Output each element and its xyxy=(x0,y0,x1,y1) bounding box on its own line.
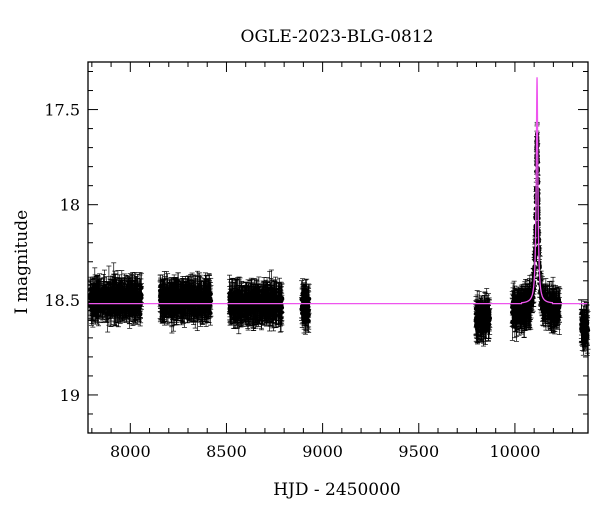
y-axis-label: I magnitude xyxy=(12,210,32,314)
data-point xyxy=(180,294,186,317)
data-point xyxy=(227,297,233,326)
y-tick-labels: 17.5 18 18.5 19 xyxy=(44,101,80,405)
data-point xyxy=(523,293,529,328)
data-point xyxy=(107,294,113,319)
y-tick-label: 19 xyxy=(60,386,80,405)
x-tick-label: 9000 xyxy=(302,442,343,461)
data-point xyxy=(552,295,558,332)
x-tick-label: 10000 xyxy=(489,442,540,461)
x-tick-label: 9500 xyxy=(398,442,439,461)
data-point xyxy=(174,293,180,325)
data-point xyxy=(95,286,101,325)
data-point xyxy=(475,309,481,344)
plot-frame xyxy=(87,61,589,434)
data-point xyxy=(134,285,140,316)
x-axis-label: HJD - 2450000 xyxy=(273,480,401,500)
data-point xyxy=(236,299,242,335)
data-point xyxy=(192,287,198,312)
data-points xyxy=(87,121,591,356)
data-point xyxy=(157,274,163,307)
data-point xyxy=(300,286,306,315)
data-point xyxy=(205,279,211,317)
y-tick-label: 18.5 xyxy=(44,291,80,310)
axis-ticks xyxy=(88,62,588,434)
data-point xyxy=(486,309,492,340)
data-point xyxy=(268,293,274,326)
data-point xyxy=(273,279,279,318)
data-point xyxy=(264,295,270,319)
data-point xyxy=(109,278,115,318)
data-point xyxy=(580,309,586,346)
data-point xyxy=(250,289,256,327)
data-point xyxy=(483,301,489,333)
y-tick-label: 17.5 xyxy=(44,101,80,120)
data-point xyxy=(270,288,276,324)
x-tick-labels: 8000 8500 9000 9500 10000 xyxy=(110,442,540,461)
data-point xyxy=(113,291,119,327)
data-point xyxy=(545,288,551,326)
data-point xyxy=(244,299,250,320)
plot-area xyxy=(87,61,591,434)
x-tick-label: 8500 xyxy=(206,442,247,461)
data-point xyxy=(167,283,173,317)
y-tick-label: 18 xyxy=(60,196,80,215)
chart-title: OGLE-2023-BLG-0812 xyxy=(241,27,434,47)
data-point xyxy=(278,300,284,325)
data-point xyxy=(186,284,192,318)
x-tick-label: 8000 xyxy=(110,442,151,461)
data-point xyxy=(91,282,97,313)
data-point xyxy=(164,278,170,313)
data-point xyxy=(171,279,177,311)
model-curve xyxy=(88,77,588,305)
data-point xyxy=(161,278,167,314)
data-point xyxy=(509,291,515,324)
data-point xyxy=(555,307,561,330)
data-point xyxy=(125,276,131,300)
data-point xyxy=(98,281,104,317)
data-point xyxy=(189,276,195,315)
data-point xyxy=(198,276,204,309)
data-point xyxy=(485,293,491,332)
data-point xyxy=(201,284,207,307)
